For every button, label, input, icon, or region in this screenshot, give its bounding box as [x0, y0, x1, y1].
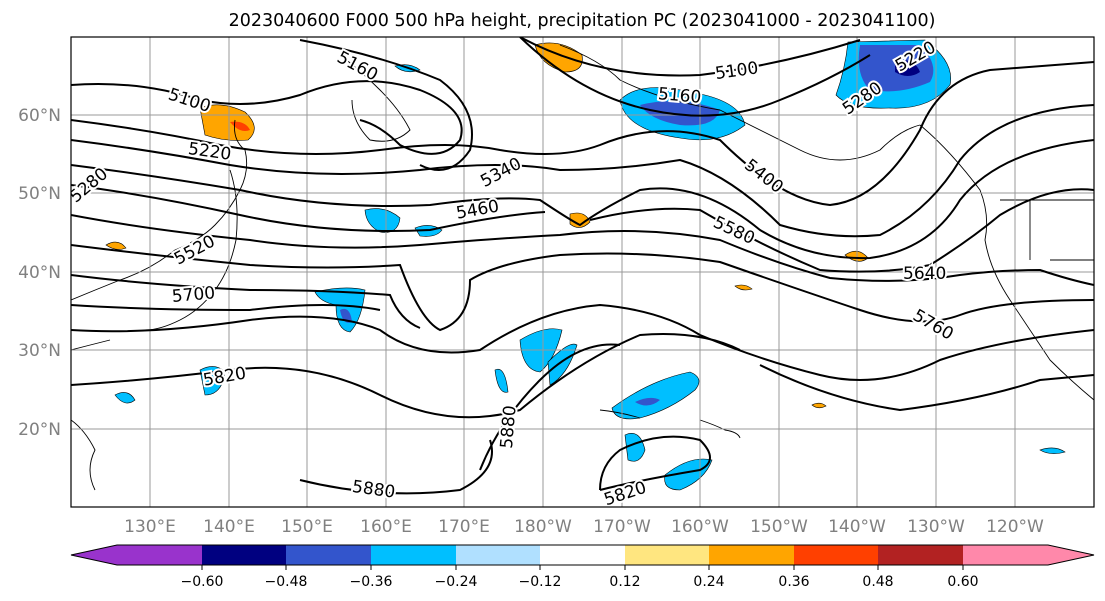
contour-label: 5640: [903, 264, 946, 284]
colorbar-segment: [878, 545, 963, 565]
colorbar-tick-label: 0.12: [609, 574, 640, 590]
colorbar-tick-label: 0.48: [862, 574, 893, 590]
lon-label: 150°E: [281, 517, 333, 537]
precip-patch-orange: [811, 402, 827, 409]
lon-label: 160°E: [360, 517, 412, 537]
precip-patch-blue: [1039, 447, 1066, 454]
precip-patch-orange: [199, 104, 255, 141]
lat-label: 30°N: [18, 341, 61, 361]
lat-label: 20°N: [18, 420, 61, 440]
colorbar-tick-label: −0.48: [265, 574, 308, 590]
colorbar-segment: [371, 545, 456, 565]
colorbar-segment: [625, 545, 709, 565]
contour-label: 5160: [657, 84, 702, 108]
colorbar-extend-high: [1048, 545, 1094, 565]
precip-patch-orange: [734, 284, 753, 291]
map-frame: [70, 36, 1095, 508]
colorbar-segment: [456, 545, 540, 565]
lon-label: 150°W: [750, 517, 808, 537]
lon-label: 130°E: [124, 517, 176, 537]
map-title: 2023040600 F000 500 hPa height, precipit…: [229, 11, 936, 31]
lon-label: 160°W: [671, 517, 729, 537]
lat-label: 60°N: [18, 106, 61, 126]
precip-patch-blue: [611, 371, 700, 420]
lon-label: 120°W: [986, 517, 1044, 537]
colorbar-tick-label: −0.12: [519, 574, 562, 590]
precip-patch-orange: [105, 241, 127, 250]
colorbar-tick-label: −0.60: [181, 574, 224, 590]
colorbar-outline: [70, 544, 1095, 566]
colorbar-segment: [709, 545, 794, 565]
precip-patch-blue-dark: [895, 59, 920, 76]
precip-patch-blue: [494, 368, 509, 393]
graticule: [71, 37, 1094, 507]
precip-patch-blue: [547, 343, 578, 386]
precip-patch-blue-mid: [635, 397, 660, 406]
colorbar-extend-low: [71, 545, 117, 565]
lon-labels: 130°E 140°E 150°E 160°E 170°E 180°W 170°…: [124, 517, 1044, 537]
precip-shading: [105, 39, 1066, 491]
lat-label: 50°N: [18, 184, 61, 204]
precip-patch-blue-mid: [340, 308, 352, 323]
colorbar-segment: [963, 545, 1048, 565]
precip-patch-blue: [114, 392, 136, 404]
height-contours: [71, 37, 1094, 495]
contour-label: 5880: [497, 405, 521, 450]
lon-label: 140°E: [203, 517, 255, 537]
colorbar-segment: [794, 545, 878, 565]
lon-label: 140°W: [828, 517, 886, 537]
colorbar-segment: [117, 545, 202, 565]
lat-labels: 60°N 50°N 40°N 30°N 20°N: [18, 106, 61, 440]
lon-label: 170°W: [593, 517, 651, 537]
colorbar-tick-label: 0.24: [693, 574, 724, 590]
contour-label: 5700: [171, 283, 216, 307]
colorbar-tick-label: 0.60: [947, 574, 978, 590]
lon-label: 170°E: [438, 517, 490, 537]
precip-patch-blue: [624, 433, 646, 462]
colorbar-tick-label: 0.36: [778, 574, 809, 590]
colorbar: −0.60 −0.48 −0.36 −0.24 −0.12 0.12 0.24 …: [70, 544, 1095, 590]
colorbar-segment: [540, 545, 625, 565]
precip-patch-orange: [569, 212, 591, 228]
lon-label: 180°W: [514, 517, 572, 537]
lon-label: 130°W: [907, 517, 965, 537]
colorbar-segment: [286, 545, 371, 565]
colorbar-segment: [202, 545, 286, 565]
lat-label: 40°N: [18, 263, 61, 283]
colorbar-tick-label: −0.24: [435, 574, 478, 590]
colorbar-tick-label: −0.36: [350, 574, 393, 590]
